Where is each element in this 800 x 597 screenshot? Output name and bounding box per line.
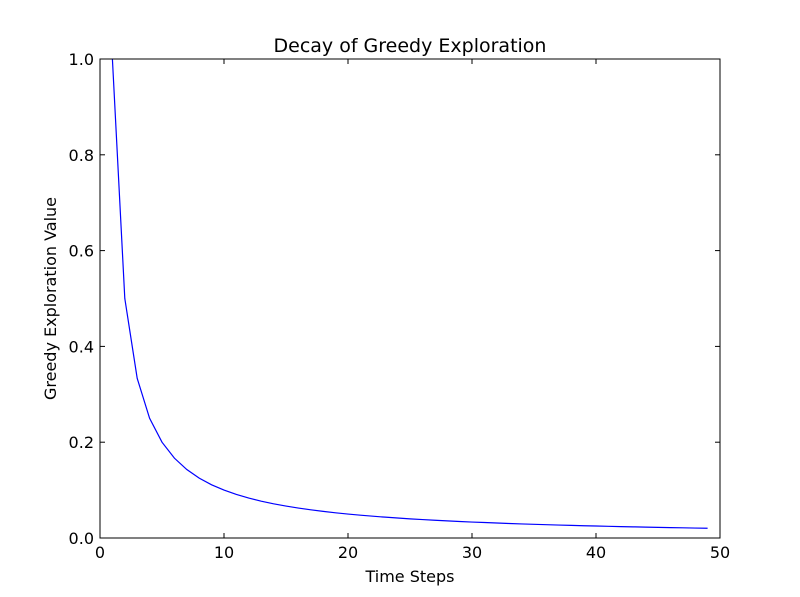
y-axis-label: Greedy Exploration Value: [41, 197, 60, 400]
y-tick-label: 0.8: [69, 146, 94, 165]
x-axis-label: Time Steps: [364, 567, 454, 586]
ticks: [99, 58, 721, 539]
x-tick-label: 40: [586, 543, 606, 562]
y-tick-label: 0.4: [69, 337, 94, 356]
series-line: [111, 58, 708, 529]
y-tick-label: 0.2: [69, 433, 94, 452]
x-tick-label: 30: [462, 543, 482, 562]
x-tick-label: 20: [338, 543, 358, 562]
x-tick-label: 10: [214, 543, 234, 562]
chart-title: Decay of Greedy Exploration: [274, 35, 547, 57]
y-tick-label: 1.0: [69, 50, 94, 69]
tick-labels: 0 10 20 30 40 50 0.0 0.2 0.4 0.6 0.8 1.0: [69, 50, 731, 562]
plot-frame: [99, 58, 721, 539]
x-tick-label: 50: [710, 543, 730, 562]
x-tick-label: 0: [95, 543, 105, 562]
y-tick-label: 0.0: [69, 529, 94, 548]
y-tick-label: 0.6: [69, 242, 94, 261]
